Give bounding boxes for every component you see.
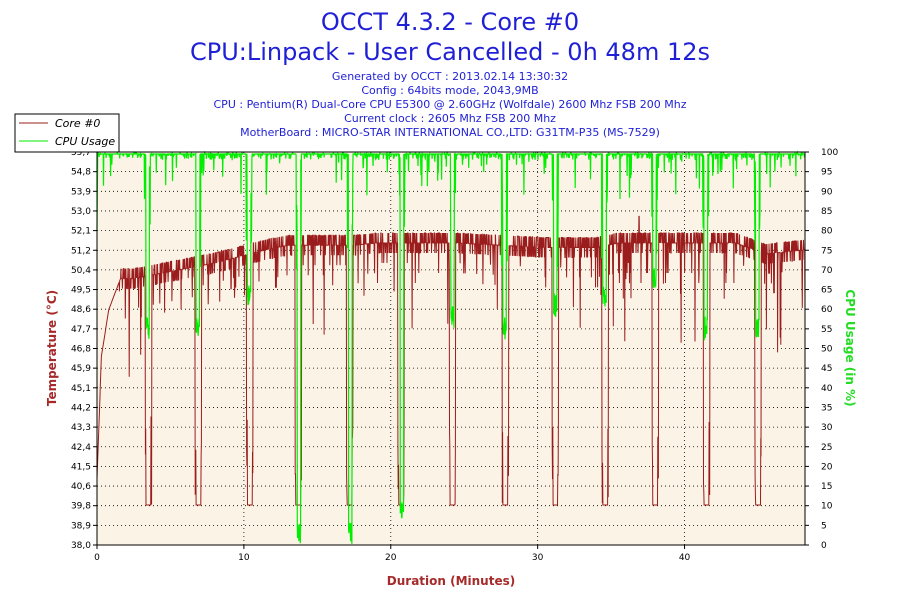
x-tick-label: 0 [94,553,100,563]
y-right-tick-label: 50 [821,345,833,355]
y-left-tick-label: 39,8 [71,502,91,512]
core-temperature-series [96,215,806,506]
y-left-tick-label: 53,9 [71,187,91,197]
y-axis-label-left: Temperature (°C) [45,290,59,406]
x-tick-label: 10 [238,553,250,563]
core-temperature-line [96,215,806,506]
y-left-tick-label: 43,3 [71,423,91,433]
y-left-tick-label: 45,9 [71,364,91,374]
y-right-tick-label: 65 [821,286,832,296]
y-right-tick-label: 85 [821,207,832,217]
cpu-usage-line [96,150,806,544]
chart-title: OCCT 4.3.2 - Core #0 [321,8,579,36]
y-right-tick-label: 0 [821,541,827,551]
y-right-tick-label: 20 [821,462,833,472]
y-right-tick-label: 45 [821,364,832,374]
y-right-tick-label: 60 [821,305,833,315]
y-left-tick-label: 42,4 [71,443,91,453]
x-tick-label: 20 [385,553,397,563]
y-left-tick-label: 55,7 [71,148,91,158]
y-right-tick-label: 15 [821,482,832,492]
axis-ticks: 38,0 38,9 39,8 40,6 41,5 42,4 43,3 44,2 45,1 45,9… [71,148,838,563]
x-tick-label: 40 [679,553,691,563]
y-right-tick-label: 100 [821,148,838,158]
y-left-tick-label: 54,8 [71,168,91,178]
info-line-generated: Generated by OCCT : 2013.02.14 13:30:32 [332,70,568,83]
y-right-tick-label: 30 [821,423,833,433]
info-line-clock: Current clock : 2605 Mhz FSB 200 Mhz [344,112,556,125]
y-right-tick-label: 95 [821,168,832,178]
y-right-tick-label: 40 [821,384,833,394]
y-left-tick-label: 53,0 [71,207,91,217]
legend: Core #0 CPU Usage [14,113,120,153]
y-left-tick-label: 38,9 [71,521,91,531]
y-axis-label-right: CPU Usage (in %) [843,289,857,406]
y-right-tick-label: 80 [821,227,833,237]
y-right-tick-label: 10 [821,502,833,512]
y-right-tick-label: 5 [821,521,827,531]
y-left-tick-label: 46,8 [71,345,91,355]
legend-label-cpu-usage: CPU Usage [55,135,115,148]
info-line-cpu: CPU : Pentium(R) Dual-Core CPU E5300 @ 2… [214,98,687,111]
y-right-tick-label: 55 [821,325,832,335]
y-left-tick-label: 52,1 [71,227,91,237]
info-line-motherboard: MotherBoard : MICRO-STAR INTERNATIONAL C… [240,126,660,139]
legend-box [14,113,120,153]
y-left-tick-label: 45,1 [71,384,91,394]
y-left-tick-label: 41,5 [71,462,91,472]
y-left-tick-label: 48,6 [71,305,91,315]
y-left-tick-label: 49,5 [71,286,91,296]
cpu-usage-series [96,150,806,544]
y-right-tick-label: 70 [821,266,833,276]
y-left-tick-label: 50,4 [71,266,91,276]
chart-subtitle: CPU:Linpack - User Cancelled - 0h 48m 12… [190,38,710,66]
info-line-config: Config : 64bits mode, 2043,9MB [361,84,538,97]
y-left-tick-label: 44,2 [71,403,91,413]
y-left-tick-label: 51,2 [71,246,91,256]
y-right-tick-label: 35 [821,403,832,413]
y-left-tick-label: 38,0 [71,541,91,551]
y-right-tick-label: 25 [821,443,832,453]
x-tick-label: 30 [532,553,544,563]
legend-label-core0: Core #0 [55,117,100,130]
y-right-tick-label: 75 [821,246,832,256]
y-left-tick-label: 47,7 [71,325,91,335]
y-right-tick-label: 90 [821,187,833,197]
x-axis-label: Duration (Minutes) [387,574,515,588]
y-left-tick-label: 40,6 [71,482,91,492]
